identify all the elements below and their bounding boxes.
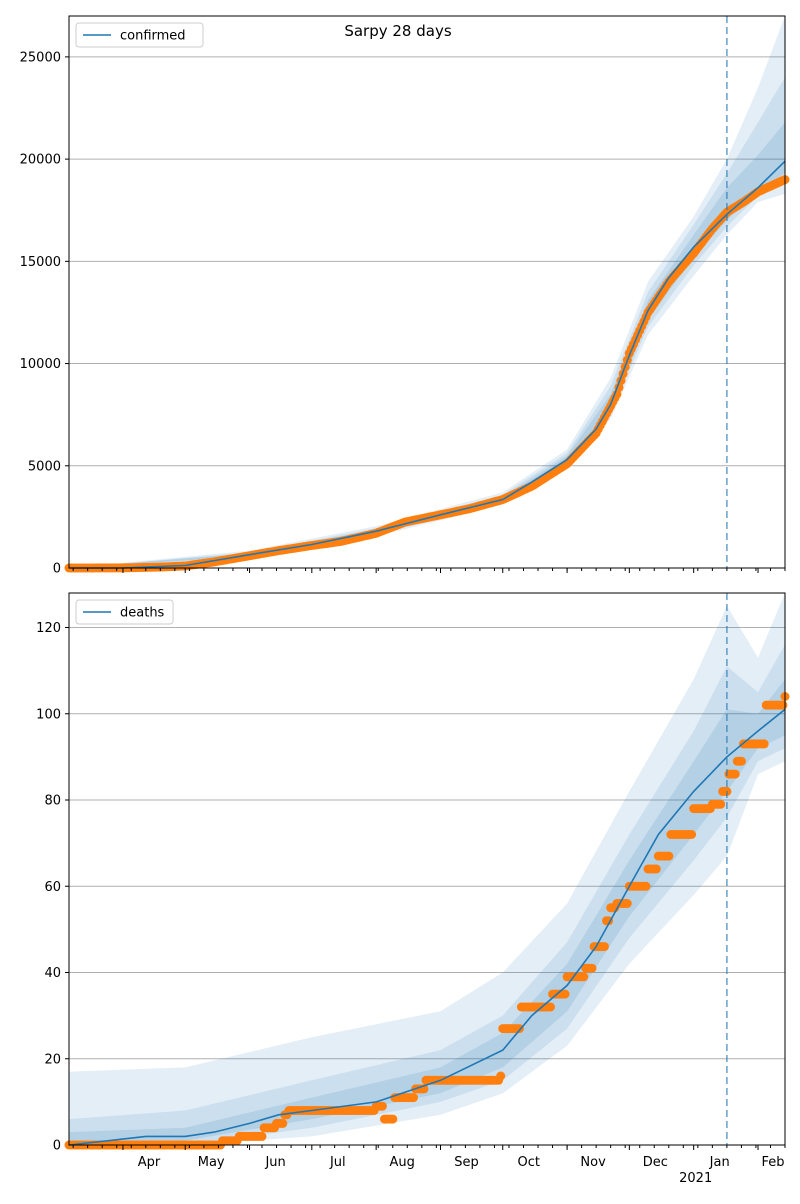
y-tick-label: 0 bbox=[53, 1139, 61, 1154]
observed-point bbox=[736, 756, 746, 766]
x-tick-label: Apr bbox=[138, 1155, 161, 1170]
observed-point bbox=[622, 899, 632, 908]
uncertainty-band bbox=[69, 593, 785, 1145]
legend-label: confirmed bbox=[120, 29, 186, 44]
observed-point bbox=[514, 1024, 524, 1034]
legend: confirmed bbox=[75, 22, 204, 48]
x-year-label: 2021 bbox=[679, 1171, 712, 1186]
observed-point bbox=[599, 942, 609, 952]
observed-point bbox=[687, 830, 697, 839]
observed-point bbox=[716, 799, 726, 809]
observed-point bbox=[388, 1114, 398, 1124]
x-tick-label: Jan bbox=[709, 1155, 730, 1170]
uncertainty-band bbox=[69, 77, 785, 569]
x-tick-label: Oct bbox=[518, 1155, 540, 1170]
confirmed-panel: 0 5000 10000 15000 20000 25000 confirmed bbox=[20, 15, 790, 577]
x-tick-label: Dec bbox=[643, 1155, 668, 1170]
observed-point bbox=[759, 739, 769, 749]
observed-point bbox=[546, 1002, 555, 1012]
observed-point bbox=[651, 864, 661, 874]
observed-point bbox=[778, 700, 788, 710]
x-tick-label: Jul bbox=[329, 1155, 346, 1170]
legend-label: deaths bbox=[120, 606, 165, 621]
y-tick-label: 100 bbox=[36, 707, 61, 722]
deaths-panel: 0 20 40 60 80 100 120 deaths bbox=[36, 592, 790, 1154]
observed-point bbox=[730, 769, 740, 779]
legend: deaths bbox=[75, 599, 174, 625]
observed-point bbox=[587, 963, 597, 973]
x-tick-label: Jun bbox=[264, 1155, 285, 1170]
x-tick-label: May bbox=[198, 1155, 225, 1170]
observed-point bbox=[579, 972, 589, 982]
observed-point bbox=[560, 989, 570, 999]
observed-point bbox=[641, 881, 651, 891]
y-tick-label: 120 bbox=[36, 621, 61, 636]
uncertainty-band bbox=[69, 644, 785, 1145]
legend-box bbox=[75, 599, 174, 625]
y-tick-label: 40 bbox=[44, 966, 61, 981]
observed-point bbox=[496, 1071, 506, 1081]
chart-title: Sarpy 28 days bbox=[344, 22, 451, 40]
model-line bbox=[68, 708, 786, 1146]
y-tick-label: 5000 bbox=[28, 459, 61, 474]
y-tick-label: 20000 bbox=[20, 153, 61, 168]
y-tick-label: 0 bbox=[53, 562, 61, 577]
x-tick-label: Aug bbox=[390, 1155, 415, 1170]
observed-point bbox=[377, 1101, 387, 1111]
x-tick-label: Feb bbox=[761, 1155, 784, 1170]
model-line bbox=[68, 160, 786, 569]
plot-frame bbox=[68, 592, 786, 1146]
x-tick-label: Nov bbox=[580, 1155, 606, 1170]
observed-point bbox=[257, 1131, 267, 1141]
y-tick-label: 60 bbox=[44, 880, 61, 895]
y-tick-label: 80 bbox=[44, 794, 61, 809]
y-tick-label: 25000 bbox=[20, 50, 61, 65]
observed-point bbox=[664, 851, 674, 861]
uncertainty-band bbox=[69, 122, 785, 569]
observed-point bbox=[278, 1118, 288, 1128]
x-tick-label: Sep bbox=[454, 1155, 479, 1170]
plot-frame bbox=[68, 15, 786, 569]
y-tick-label: 15000 bbox=[20, 255, 61, 270]
legend-box bbox=[75, 22, 204, 48]
y-tick-label: 10000 bbox=[20, 357, 61, 372]
y-tick-label: 20 bbox=[44, 1052, 61, 1067]
uncertainty-band bbox=[69, 16, 785, 568]
observed-point bbox=[409, 1093, 418, 1103]
x-axis: Apr May Jun Jul Aug Sep Oct Nov Dec Jan Feb 2021 bbox=[72, 568, 786, 1186]
